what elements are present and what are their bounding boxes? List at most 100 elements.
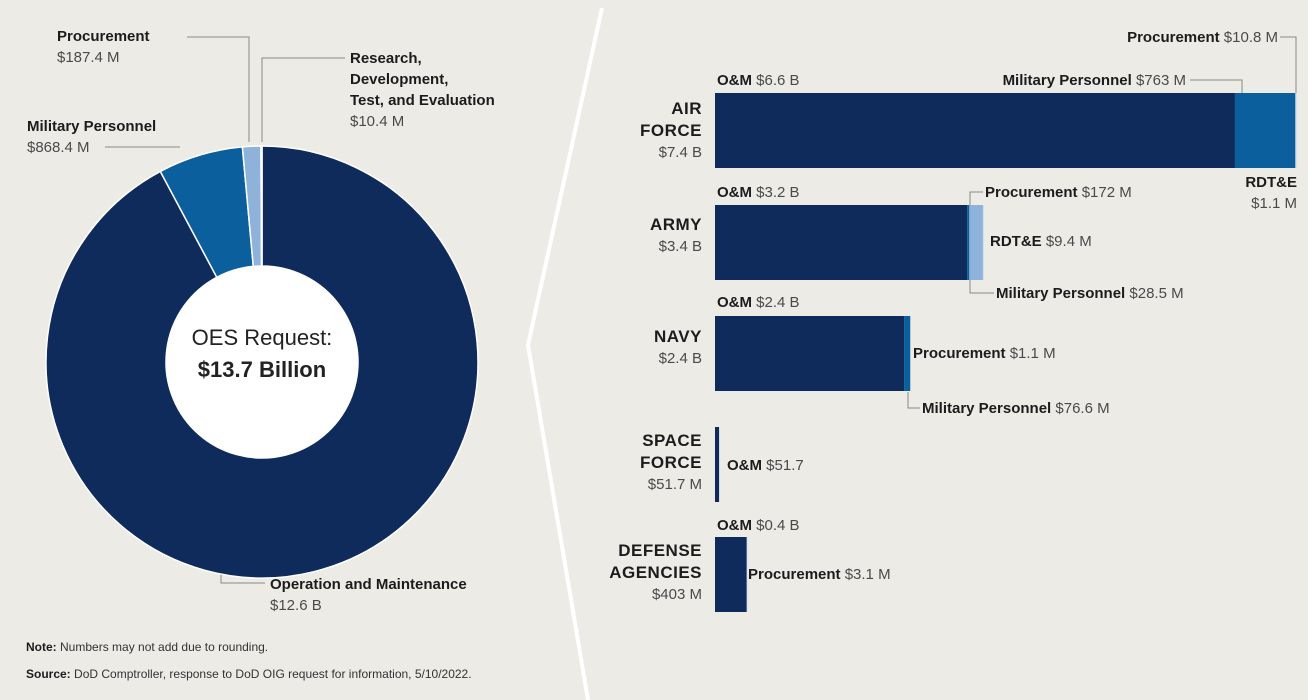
slice-value: $187.4 M bbox=[57, 49, 120, 66]
note-text: Numbers may not add due to rounding. bbox=[60, 640, 269, 654]
bar-segment bbox=[715, 537, 747, 612]
bar-segment bbox=[715, 427, 720, 502]
segment-value: $3.2 B bbox=[756, 184, 800, 201]
segment-name: Military Personnel bbox=[1002, 72, 1132, 89]
leader bbox=[969, 280, 994, 294]
segment-value: $51.7 bbox=[766, 457, 804, 474]
category-label: NAVY $2.4 B bbox=[654, 326, 702, 370]
category-name: DEFENSE AGENCIES bbox=[609, 541, 702, 582]
category-label: AIR FORCE $7.4 B bbox=[640, 98, 702, 164]
segment-name: Military Personnel bbox=[922, 400, 1052, 417]
segment-name: RDT&E bbox=[1245, 174, 1297, 191]
segment-name: Procurement bbox=[985, 184, 1078, 201]
category-label: ARMY $3.4 B bbox=[650, 214, 702, 258]
category-total: $3.4 B bbox=[658, 238, 702, 255]
segment-label: O&M $3.2 B bbox=[717, 182, 800, 203]
segment-value: $9.4 M bbox=[1045, 233, 1092, 250]
slice-value: $12.6 B bbox=[270, 597, 322, 614]
segment-value: $10.8 M bbox=[1223, 29, 1278, 46]
segment-label: Procurement $10.8 M bbox=[1127, 27, 1278, 48]
slice-name: Procurement bbox=[57, 28, 150, 45]
category-name: SPACE FORCE bbox=[640, 431, 702, 472]
category-total: $2.4 B bbox=[658, 350, 702, 367]
note-label: Note: bbox=[26, 640, 57, 654]
category-label: DEFENSE AGENCIES $403 M bbox=[609, 540, 702, 606]
bar-segment bbox=[715, 205, 968, 280]
bar-segment bbox=[715, 93, 1235, 168]
slice-label: Military Personnel $868.4 M bbox=[27, 116, 156, 158]
segment-label: O&M $51.7 bbox=[727, 455, 804, 476]
leader bbox=[907, 392, 920, 409]
segment-name: Procurement bbox=[913, 345, 1006, 362]
segment-label: Military Personnel $28.5 M bbox=[996, 283, 1184, 304]
center-label: OES Request: bbox=[191, 325, 333, 350]
segment-label: RDT&E $1.1 M bbox=[1245, 172, 1297, 214]
bar-segment bbox=[715, 316, 905, 391]
slice-value: $868.4 M bbox=[27, 139, 90, 156]
segment-value: $6.6 B bbox=[756, 72, 800, 89]
category-name: ARMY bbox=[649, 215, 702, 234]
segment-name: O&M bbox=[717, 517, 752, 534]
bar-segment bbox=[746, 537, 748, 612]
slice-label: Procurement $187.4 M bbox=[57, 26, 150, 68]
segment-label: RDT&E $9.4 M bbox=[990, 231, 1092, 252]
segment-label: Military Personnel $76.6 M bbox=[922, 398, 1110, 419]
leader bbox=[261, 57, 345, 142]
category-total: $51.7 M bbox=[647, 476, 702, 493]
leader bbox=[969, 191, 983, 205]
segment-label: Procurement $172 M bbox=[985, 182, 1132, 203]
category-total: $7.4 B bbox=[658, 144, 702, 161]
source-label: Source: bbox=[26, 667, 71, 681]
segment-value: $28.5 M bbox=[1129, 285, 1184, 302]
leader bbox=[1190, 79, 1243, 93]
category-name: AIR FORCE bbox=[640, 99, 702, 140]
segment-name: O&M bbox=[717, 184, 752, 201]
segment-label: O&M $6.6 B bbox=[717, 70, 800, 91]
segment-name: O&M bbox=[727, 457, 762, 474]
slice-value: $10.4 M bbox=[350, 113, 405, 130]
bar-segment bbox=[982, 205, 984, 280]
segment-name: O&M bbox=[717, 294, 752, 311]
bar-segment bbox=[904, 316, 911, 391]
bar-segment bbox=[910, 316, 911, 391]
segment-value: $3.1 M bbox=[844, 566, 891, 583]
segment-label: O&M $2.4 B bbox=[717, 292, 800, 313]
segment-name: RDT&E bbox=[990, 233, 1042, 250]
category-total: $403 M bbox=[651, 586, 702, 603]
segment-value: $763 M bbox=[1135, 72, 1186, 89]
slice-name: Research, Development, Test, and Evaluat… bbox=[350, 50, 495, 109]
segment-label: Procurement $3.1 M bbox=[748, 564, 891, 585]
segment-value: $1.1 M bbox=[1009, 345, 1056, 362]
segment-label: O&M $0.4 B bbox=[717, 515, 800, 536]
source: Source: DoD Comptroller, response to DoD… bbox=[26, 667, 472, 681]
segment-name: Military Personnel bbox=[996, 285, 1126, 302]
segment-value: $172 M bbox=[1081, 184, 1132, 201]
segment-label: Military Personnel $763 M bbox=[1003, 70, 1186, 91]
center-value: $13.7 Billion bbox=[197, 357, 327, 382]
source-text: DoD Comptroller, response to DoD OIG req… bbox=[74, 667, 472, 681]
segment-label: Procurement $1.1 M bbox=[913, 343, 1056, 364]
segment-value: $76.6 M bbox=[1055, 400, 1110, 417]
slice-label: Operation and Maintenance $12.6 B bbox=[270, 574, 467, 616]
segment-value: $0.4 B bbox=[756, 517, 800, 534]
segment-name: O&M bbox=[717, 72, 752, 89]
segment-name: Procurement bbox=[1127, 29, 1220, 46]
note: Note: Numbers may not add due to roundin… bbox=[26, 640, 268, 654]
bar-segment bbox=[967, 205, 970, 280]
segment-value: $1.1 M bbox=[1251, 195, 1297, 212]
category-label: SPACE FORCE $51.7 M bbox=[640, 430, 702, 496]
category-name: NAVY bbox=[654, 327, 702, 346]
donut-slice bbox=[260, 145, 263, 267]
bar-segment bbox=[1295, 93, 1296, 168]
slice-name: Operation and Maintenance bbox=[270, 576, 467, 593]
slice-label: Research, Development, Test, and Evaluat… bbox=[350, 48, 495, 132]
leader bbox=[1280, 36, 1297, 93]
segment-value: $2.4 B bbox=[756, 294, 800, 311]
donut-hole bbox=[166, 266, 358, 458]
bar-segment bbox=[1295, 93, 1297, 168]
leader bbox=[187, 36, 250, 142]
segment-name: Procurement bbox=[748, 566, 841, 583]
bar-segment bbox=[969, 205, 983, 280]
